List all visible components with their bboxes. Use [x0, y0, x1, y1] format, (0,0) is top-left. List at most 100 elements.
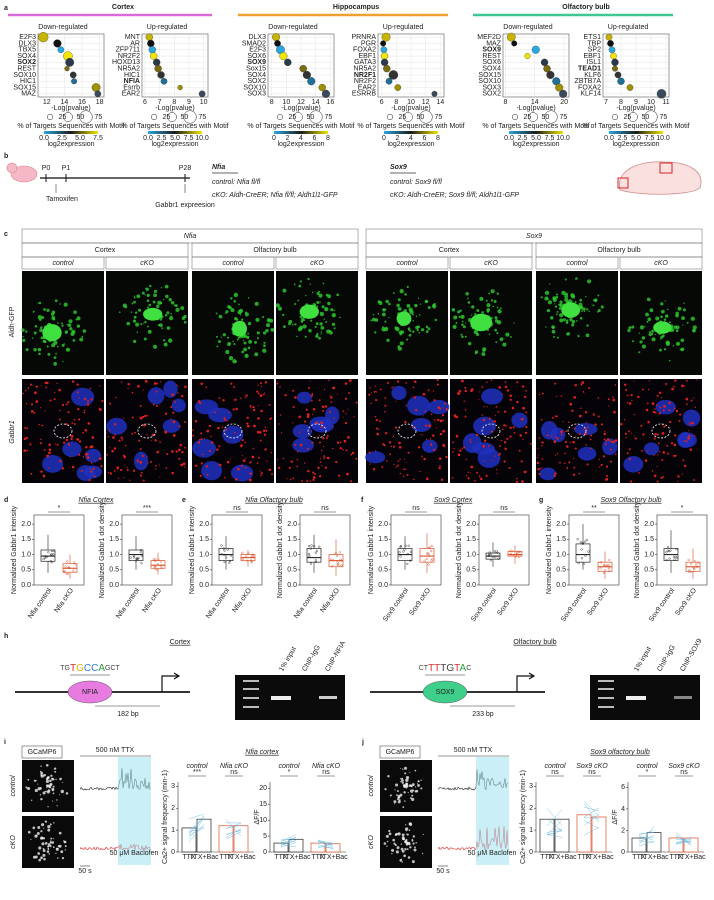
gcamp-signal [54, 770, 57, 773]
y-tick-label: 2 [529, 805, 533, 812]
gabbr1-puncta [540, 445, 543, 447]
gfp-signal [559, 303, 564, 308]
gcamp-signal [40, 836, 44, 840]
gabbr1-puncta [481, 414, 484, 416]
size-key-label: 50 [542, 114, 550, 121]
gfp-signal [404, 293, 407, 296]
y-tick-label: 0.0 [21, 582, 31, 589]
gfp-signal [76, 324, 81, 328]
gabbr1-puncta [335, 460, 338, 464]
gfp-signal [586, 308, 589, 311]
gabbr1-puncta [258, 404, 260, 406]
gabbr1-puncta [144, 380, 148, 383]
gfp-signal [54, 299, 58, 303]
gabbr1-puncta [397, 464, 399, 467]
nucleus [643, 442, 660, 456]
mouse-pup [10, 165, 38, 183]
gabbr1-puncta [541, 466, 543, 468]
gabbr1-puncta [329, 395, 331, 397]
gabbr1-puncta [174, 401, 176, 403]
gabbr1-puncta [151, 433, 154, 437]
gabbr1-puncta [663, 425, 666, 428]
gabbr1-puncta [374, 385, 376, 387]
x-axis-label: -Log(pvalue) [51, 105, 90, 112]
cell-outline [223, 423, 243, 439]
y-tick-label: 2 [621, 827, 625, 834]
gabbr1-puncta [113, 433, 116, 436]
gabbr1-puncta [512, 426, 515, 429]
gfp-signal [32, 310, 35, 313]
gabbr1-puncta [429, 437, 432, 440]
jitter-point [509, 552, 512, 555]
gabbr1-puncta [206, 429, 210, 433]
gabbr1-puncta [673, 407, 676, 410]
block-title: Olfactory bulb [513, 639, 556, 646]
gabbr1-puncta [498, 452, 501, 455]
color-key-title: log2expression [47, 141, 94, 148]
gabbr1-puncta [375, 419, 378, 422]
gabbr1-puncta [475, 433, 479, 437]
gfp-soma [299, 304, 319, 319]
gabbr1-puncta [200, 432, 203, 435]
gfp-signal [256, 331, 260, 335]
group-label: Nfia cKO [220, 763, 249, 770]
gabbr1-puncta [230, 382, 233, 385]
motif-dot [71, 78, 78, 85]
motif-dot [91, 83, 101, 92]
gabbr1-puncta [432, 434, 435, 437]
brain-box [659, 162, 673, 174]
gfp-signal [233, 299, 236, 303]
gcamp-signal [45, 763, 49, 767]
jitter-point [223, 560, 226, 564]
gabbr1-puncta [70, 434, 74, 438]
gabbr1-puncta [214, 411, 217, 414]
gcamp-signal [57, 857, 59, 859]
paired-line [546, 809, 563, 827]
gabbr1-puncta [453, 447, 455, 450]
gabbr1-puncta [25, 402, 28, 405]
gfp-signal [308, 329, 312, 333]
gfp-signal [53, 340, 58, 345]
gabbr1-puncta [126, 468, 129, 471]
x-tick-label: 8 [503, 99, 507, 106]
gabbr1-puncta [276, 382, 279, 385]
gabbr1-puncta [673, 443, 677, 447]
gabbr1-puncta [383, 410, 386, 413]
gabbr1-puncta [504, 385, 508, 389]
motif-dot [506, 32, 516, 42]
gfp-signal [316, 300, 320, 305]
group-label: Nfia cKO [231, 587, 253, 614]
significance: ns [551, 769, 559, 776]
condition-header: control [396, 260, 417, 267]
gfp-signal [552, 335, 555, 338]
gabbr1-puncta [349, 379, 352, 382]
gabbr1-puncta [503, 460, 506, 463]
ladder-band [598, 706, 614, 708]
panel-label: j [361, 739, 364, 746]
gabbr1-puncta [233, 386, 236, 388]
gabbr1-puncta [443, 445, 446, 448]
gfp-signal [152, 300, 156, 304]
jitter-point [693, 560, 696, 563]
gabbr1-puncta [311, 393, 314, 395]
jitter-point [228, 559, 232, 563]
gabbr1-puncta [385, 431, 388, 435]
paired-line [546, 808, 563, 826]
gene-label: PGR [361, 40, 376, 47]
gabbr1-puncta [266, 460, 268, 462]
gabbr1-puncta [537, 448, 539, 450]
gabbr1-puncta [258, 431, 262, 434]
gabbr1-puncta [651, 470, 654, 472]
gcamp-signal [411, 783, 415, 786]
gabbr1-puncta [319, 461, 322, 464]
gfp-signal [544, 296, 549, 301]
gabbr1-puncta [683, 385, 686, 387]
size-key-title: % of Targets Sequences with Motif [121, 123, 228, 130]
ladder-band [243, 680, 259, 682]
micrograph-gfp [536, 271, 618, 375]
gabbr1-puncta [433, 418, 436, 421]
color-key-label: 6 [313, 135, 317, 142]
gfp-signal [183, 314, 187, 319]
gabbr1-puncta [689, 448, 693, 451]
gabbr1-puncta [638, 472, 640, 474]
